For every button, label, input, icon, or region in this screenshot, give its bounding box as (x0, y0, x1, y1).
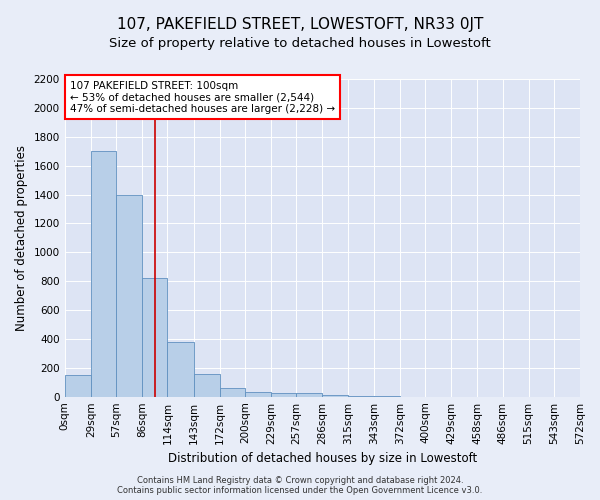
Bar (296, 393, 322, 396)
Bar (193, 374, 220, 396)
Y-axis label: Number of detached properties: Number of detached properties (15, 145, 28, 331)
Text: Size of property relative to detached houses in Lowestoft: Size of property relative to detached ho… (109, 38, 491, 51)
X-axis label: Distribution of detached houses by size in Lowestoft: Distribution of detached houses by size … (168, 452, 477, 465)
Bar (142, 278, 167, 396)
Text: Contains HM Land Registry data © Crown copyright and database right 2024.
Contai: Contains HM Land Registry data © Crown c… (118, 476, 482, 495)
Bar (245, 392, 271, 396)
Text: 107 PAKEFIELD STREET: 100sqm
← 53% of detached houses are smaller (2,544)
47% of: 107 PAKEFIELD STREET: 100sqm ← 53% of de… (70, 80, 335, 114)
Bar (322, 395, 349, 396)
Bar (271, 393, 296, 396)
Bar (65, 375, 91, 396)
Bar (91, 151, 116, 396)
Bar (116, 194, 142, 396)
Bar (220, 388, 245, 396)
Text: 107, PAKEFIELD STREET, LOWESTOFT, NR33 0JT: 107, PAKEFIELD STREET, LOWESTOFT, NR33 0… (117, 18, 483, 32)
Bar (167, 342, 193, 396)
